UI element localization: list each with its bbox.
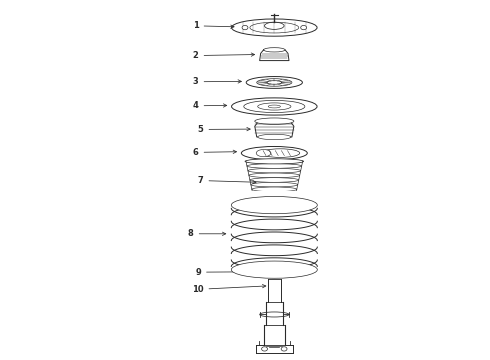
Text: 4: 4 bbox=[193, 101, 227, 110]
Ellipse shape bbox=[261, 149, 300, 157]
Ellipse shape bbox=[244, 100, 305, 113]
Text: 1: 1 bbox=[193, 21, 234, 30]
Ellipse shape bbox=[250, 178, 299, 182]
Text: 8: 8 bbox=[188, 229, 226, 238]
Ellipse shape bbox=[268, 272, 280, 275]
Ellipse shape bbox=[252, 187, 297, 192]
Ellipse shape bbox=[242, 147, 307, 160]
Polygon shape bbox=[260, 50, 289, 60]
Ellipse shape bbox=[253, 192, 296, 196]
Ellipse shape bbox=[255, 118, 294, 125]
Ellipse shape bbox=[251, 183, 298, 187]
Ellipse shape bbox=[246, 159, 303, 164]
Ellipse shape bbox=[231, 197, 318, 214]
Text: 10: 10 bbox=[192, 284, 266, 294]
Ellipse shape bbox=[232, 98, 317, 115]
Ellipse shape bbox=[264, 48, 285, 52]
Ellipse shape bbox=[255, 269, 294, 277]
Ellipse shape bbox=[258, 134, 291, 140]
Text: 2: 2 bbox=[193, 51, 255, 60]
Text: 3: 3 bbox=[193, 77, 242, 86]
Ellipse shape bbox=[248, 168, 301, 173]
Ellipse shape bbox=[256, 149, 271, 157]
Ellipse shape bbox=[246, 77, 302, 88]
Ellipse shape bbox=[231, 261, 318, 278]
Ellipse shape bbox=[268, 105, 280, 108]
Ellipse shape bbox=[260, 312, 289, 317]
Ellipse shape bbox=[258, 103, 291, 110]
Ellipse shape bbox=[249, 173, 300, 177]
Circle shape bbox=[301, 26, 307, 30]
Text: 6: 6 bbox=[193, 148, 237, 157]
Ellipse shape bbox=[255, 201, 294, 206]
Ellipse shape bbox=[257, 79, 292, 86]
Ellipse shape bbox=[254, 196, 295, 201]
Ellipse shape bbox=[245, 159, 304, 164]
Text: 7: 7 bbox=[198, 176, 256, 185]
Ellipse shape bbox=[262, 271, 287, 276]
Circle shape bbox=[281, 347, 287, 351]
Text: 9: 9 bbox=[196, 268, 250, 277]
Ellipse shape bbox=[247, 164, 302, 168]
Text: 5: 5 bbox=[197, 125, 250, 134]
Circle shape bbox=[262, 347, 268, 351]
Ellipse shape bbox=[267, 81, 282, 84]
Polygon shape bbox=[255, 121, 294, 137]
Circle shape bbox=[242, 26, 248, 30]
